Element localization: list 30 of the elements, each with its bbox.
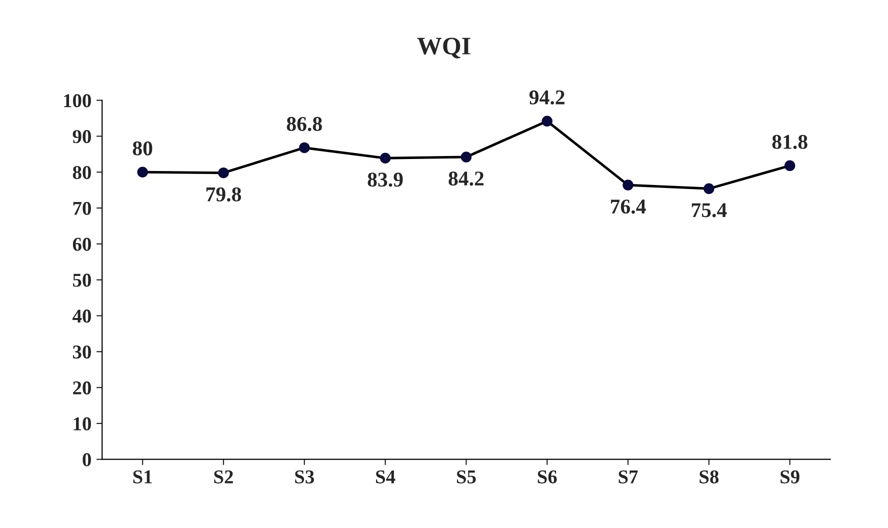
y-tick-label: 30	[72, 345, 91, 359]
y-tick-label: 40	[72, 310, 91, 323]
data-label: 81.8	[772, 134, 808, 150]
y-tick-label: 60	[72, 238, 91, 251]
x-tick-label: S7	[618, 470, 638, 484]
y-tick-label: 0	[82, 453, 91, 466]
data-label: 80	[132, 141, 152, 156]
data-label: 94.2	[529, 90, 564, 105]
x-tick-label: S3	[295, 470, 314, 484]
data-label: 84.2	[448, 172, 484, 186]
chart-title: WQI	[417, 38, 470, 58]
x-tick-label: S5	[456, 470, 476, 484]
y-tick-label: 20	[73, 381, 91, 394]
data-label: 83.9	[368, 172, 403, 187]
x-tick-label: S8	[700, 470, 719, 484]
y-tick-label: 10	[74, 417, 91, 430]
y-tick-label: 70	[73, 202, 91, 215]
data-label: 75.4	[692, 203, 727, 218]
y-tick-label: 80	[72, 166, 91, 180]
y-tick-label: 50	[73, 274, 91, 287]
x-tick-label: S1	[133, 470, 152, 484]
data-label: 86.8	[286, 116, 322, 132]
x-tick-label: S9	[780, 470, 800, 484]
x-tick-label: S6	[538, 470, 557, 484]
x-tick-label: S2	[214, 470, 233, 484]
data-label: 76.4	[610, 200, 646, 214]
y-tick-label: 90	[72, 130, 91, 144]
data-label: 79.8	[206, 187, 242, 202]
x-tick-label: S4	[376, 470, 396, 484]
y-tick-label: 100	[64, 94, 91, 108]
